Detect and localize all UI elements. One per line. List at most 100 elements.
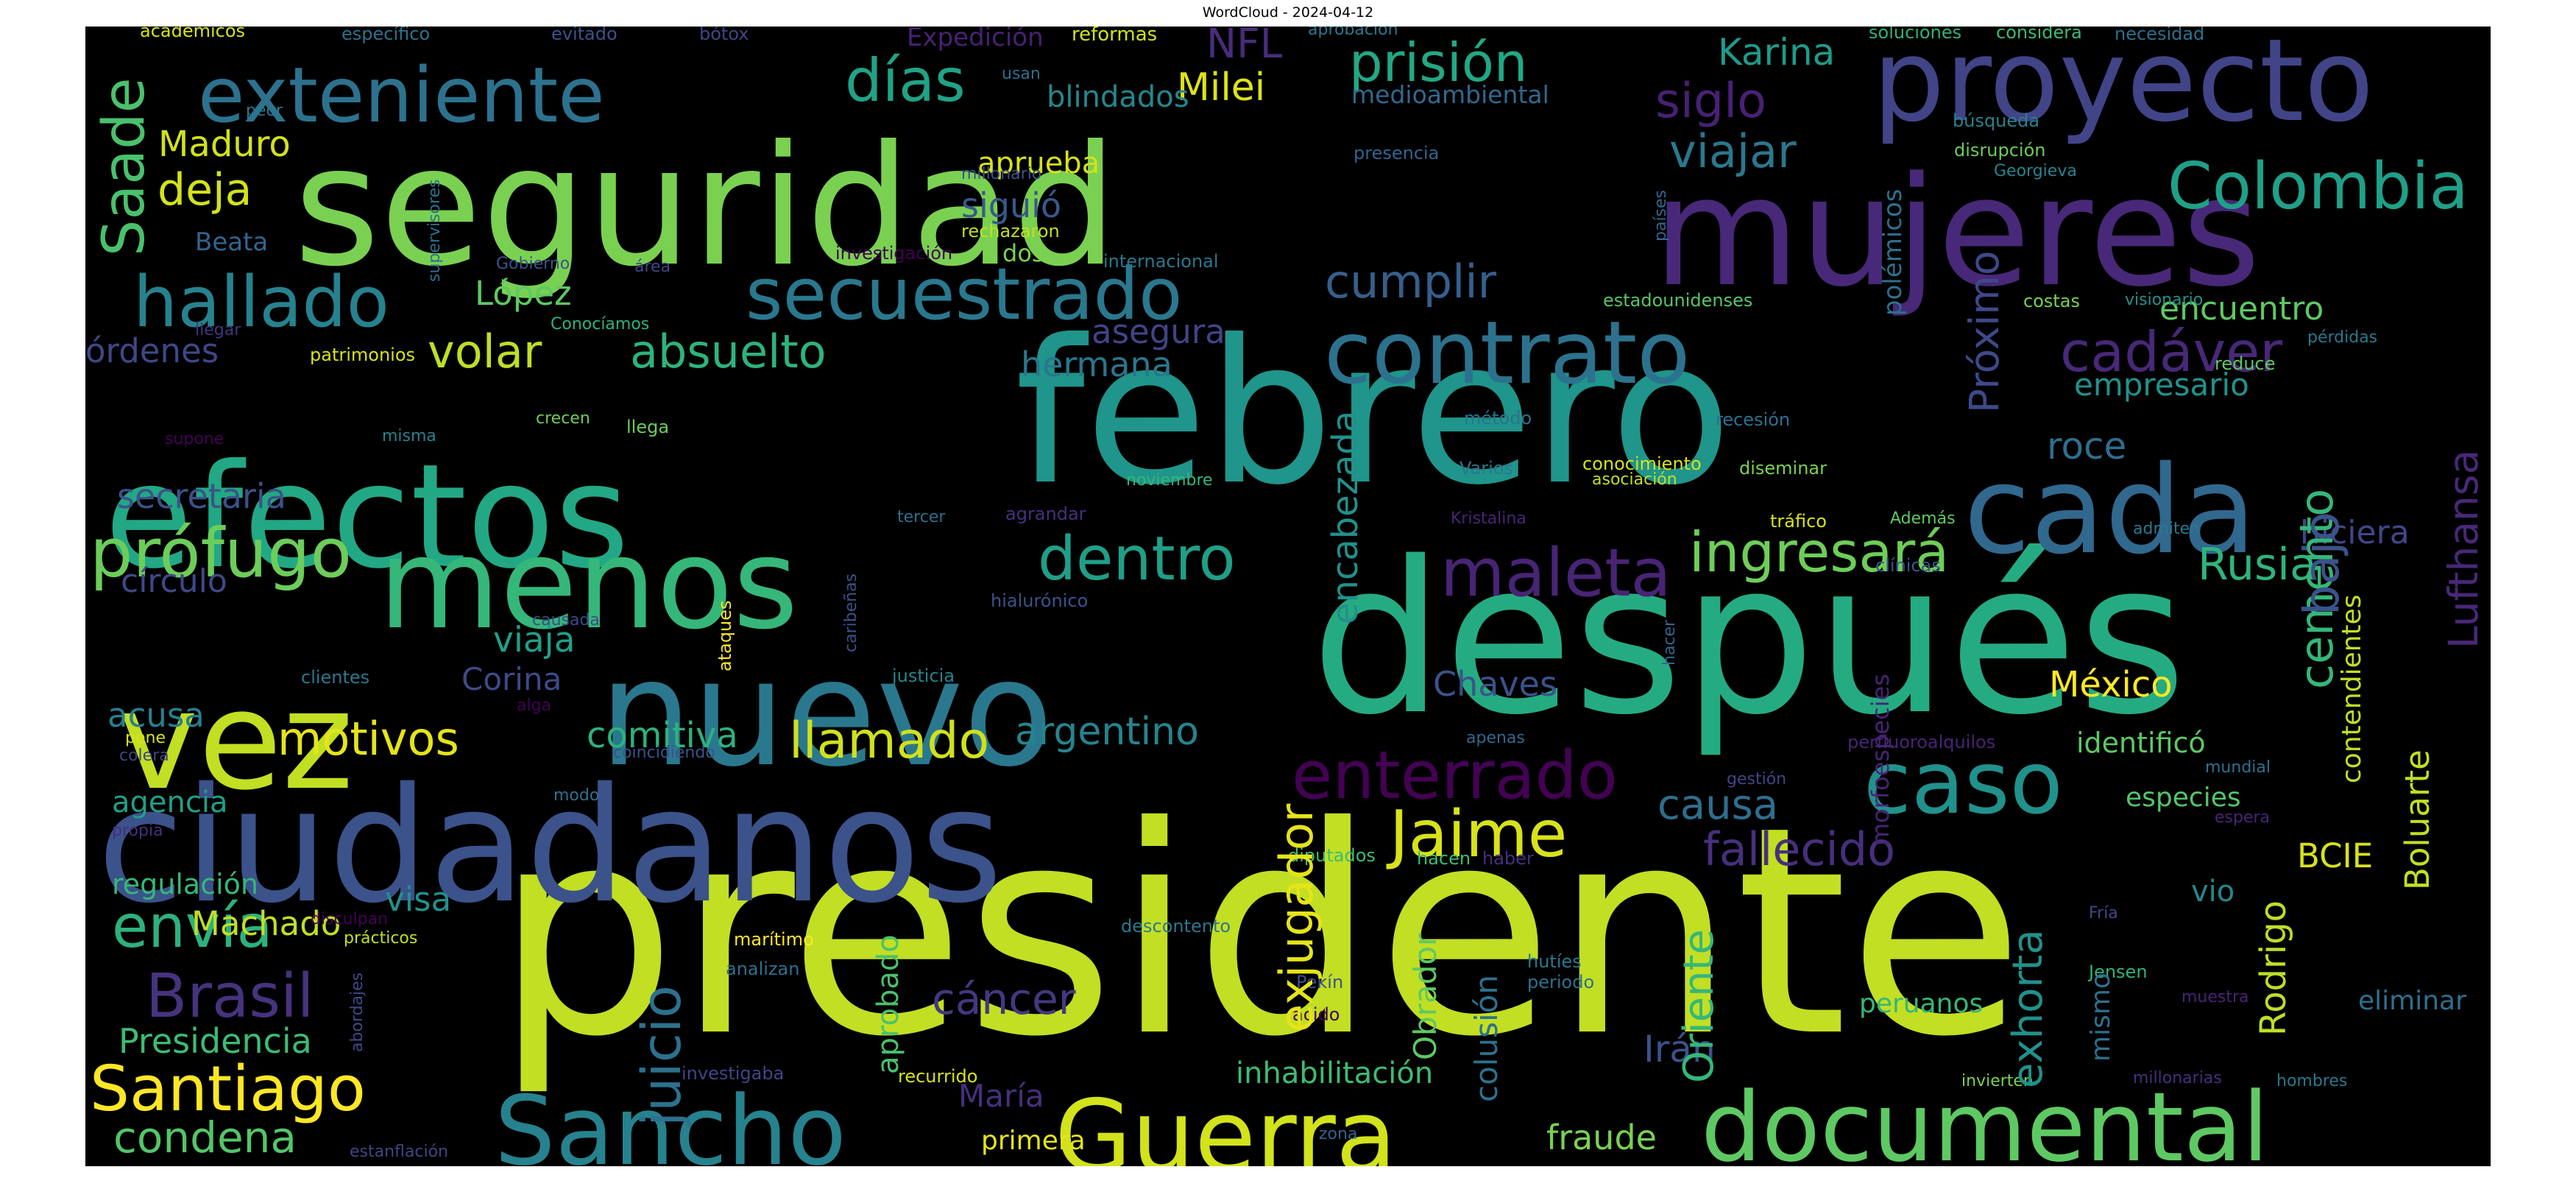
- word-huties: hutíes: [1527, 951, 1582, 972]
- word-recesion: recesión: [1716, 409, 1791, 430]
- word-peruanos: peruanos: [1859, 989, 1984, 1019]
- word-considera: considera: [1996, 27, 2082, 43]
- word-visa: visa: [385, 880, 452, 919]
- word-fraude: fraude: [1546, 1118, 1657, 1157]
- word-recurrido: recurrido: [898, 1066, 978, 1087]
- word-viajar: viajar: [1669, 124, 1797, 178]
- word-brasil: Brasil: [146, 962, 314, 1031]
- word-tercer: tercer: [897, 508, 946, 526]
- word-llamado: llamado: [789, 712, 990, 770]
- word-presencia: presencia: [1354, 143, 1440, 163]
- word-aprobacion: aprobación: [1308, 27, 1398, 39]
- word-dentro: dentro: [1038, 524, 1236, 594]
- word-millonarias: millonarias: [2133, 1069, 2222, 1087]
- word-condena: condena: [113, 1112, 297, 1163]
- word-comitiva: comitiva: [587, 715, 738, 756]
- word-conocimiento: conocimiento: [1582, 454, 1702, 474]
- word-georgieva: Georgieva: [1994, 162, 2077, 180]
- word-metodo: método: [1464, 408, 1532, 428]
- word-investigacion: investigación: [835, 243, 953, 264]
- word-alga: alga: [517, 696, 552, 715]
- word-varios: Varios: [1459, 458, 1513, 479]
- word-nfl: NFL: [1206, 27, 1283, 67]
- word-nuevo: nuevo: [599, 628, 1054, 800]
- word-exjugador: exjugador: [1270, 803, 1323, 1032]
- word-haber: haber: [1482, 848, 1534, 869]
- word-asegura: asegura: [1091, 312, 1225, 351]
- word-hiciera: hiciera: [2300, 514, 2410, 551]
- word-vez: vez: [118, 661, 354, 820]
- word-efectos: efectos: [105, 433, 630, 600]
- word-dias: días: [845, 46, 966, 115]
- word-maritimo: marítimo: [734, 929, 814, 950]
- word-colombia: Colombia: [2168, 149, 2469, 224]
- word-secretaria: secretaria: [117, 476, 286, 516]
- word-academicos: académicos: [140, 27, 246, 41]
- word-crecen: crecen: [536, 409, 590, 428]
- word-disrupcion: disrupción: [1954, 140, 2046, 161]
- word-obrador: Obrador: [1407, 933, 1443, 1060]
- word-paises: países: [1652, 189, 1670, 241]
- word-perfluoroalquilos: perfluoroalquilos: [1847, 732, 1996, 752]
- word-siguio: siguió: [961, 186, 1062, 225]
- word-medioambiental: medioambiental: [1351, 80, 1549, 109]
- word-vio: vio: [2191, 875, 2235, 909]
- word-siglo: siglo: [1655, 74, 1767, 129]
- word-karina: Karina: [1718, 31, 1836, 74]
- word-acido: ácido: [1292, 1004, 1340, 1025]
- word-supone: supone: [165, 430, 224, 448]
- word-mujeres: mujeres: [1653, 145, 2261, 320]
- word-caribenas: caribeñas: [842, 573, 860, 652]
- word-documental: documental: [1701, 1071, 2269, 1166]
- word-estanflacion: estanflación: [350, 1143, 448, 1161]
- word-mismo: mismo: [2086, 973, 2116, 1062]
- word-proyecto: proyecto: [1872, 27, 2374, 147]
- word-coincidiendo: coincidiendo: [613, 744, 715, 762]
- word-analizan: analizan: [726, 959, 800, 979]
- word-fria: Fría: [2089, 904, 2118, 923]
- word-machado: Machado: [191, 904, 342, 943]
- word-circulo: círculo: [121, 562, 227, 600]
- word-primera: primera: [981, 1126, 1086, 1156]
- word-soluciones: soluciones: [1869, 27, 1962, 43]
- word-jaime: Jaime: [1390, 797, 1568, 872]
- word-encabezada: encabezada: [1325, 410, 1366, 624]
- word-juicio: juicio: [631, 985, 693, 1126]
- word-apenas: apenas: [1466, 729, 1525, 747]
- word-costas: costas: [2023, 291, 2081, 311]
- word-deja: deja: [158, 164, 252, 216]
- word-hermana: hermana: [1021, 345, 1172, 384]
- word-millonario: millonario: [961, 165, 1042, 183]
- word-asociacion: asociación: [1592, 470, 1677, 489]
- word-contendientes: contendientes: [2337, 594, 2367, 783]
- word-rusia: Rusia: [2198, 539, 2317, 590]
- word-agrandar: agrandar: [1005, 504, 1086, 524]
- word-maria: María: [958, 1078, 1044, 1114]
- word-envia: envía: [112, 892, 273, 961]
- word-visionario: visionario: [2125, 291, 2204, 309]
- word-empresario: empresario: [2074, 367, 2249, 403]
- word-volar: volar: [428, 325, 542, 378]
- word-cloud: presidente después febrero seguridad ciudada…: [85, 27, 2491, 1166]
- word-santiago: Santiago: [90, 1053, 366, 1126]
- word-maleta: maleta: [1440, 535, 1671, 612]
- word-peor: peor: [246, 102, 283, 120]
- word-conociamos: Conocíamos: [551, 315, 650, 334]
- word-espera: espera: [2215, 808, 2271, 827]
- word-diseminar: diseminar: [1739, 458, 1827, 479]
- word-blindados: blindados: [1047, 80, 1189, 114]
- word-colusion: colusión: [1468, 975, 1504, 1102]
- word-abordajes: abordajes: [348, 972, 367, 1052]
- word-iran: Irán: [1643, 1028, 1716, 1071]
- word-gestion: gestión: [1727, 770, 1787, 789]
- word-pekin: Pekín: [1296, 972, 1344, 992]
- word-chaves: Chaves: [1433, 664, 1557, 704]
- word-expedicion: Expedición: [907, 27, 1044, 52]
- word-exhorta: exhorta: [2004, 929, 2052, 1088]
- word-mundial: mundial: [2205, 758, 2271, 777]
- word-boluarte: Boluarte: [2398, 750, 2437, 890]
- word-bcie: BCIE: [2297, 836, 2374, 875]
- word-presidencia: Presidencia: [118, 1021, 312, 1061]
- word-cumplir: cumplir: [1325, 255, 1497, 308]
- word-propia: propia: [112, 822, 163, 840]
